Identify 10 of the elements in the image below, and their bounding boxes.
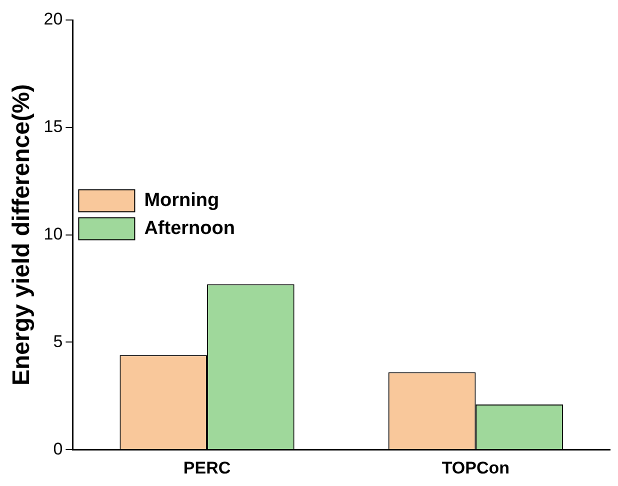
y-tick-label: 20 (44, 10, 63, 29)
x-tick-label: PERC (183, 458, 231, 478)
legend-label: Afternoon (144, 218, 235, 240)
y-tick-label: 0 (53, 439, 63, 458)
y-tick-label: 15 (44, 117, 63, 136)
legend-label: Morning (144, 190, 220, 212)
y-tick-label: 5 (53, 332, 63, 351)
x-tick-label: TOPCon (442, 458, 510, 478)
y-axis-title: Energy yield difference(%) (8, 84, 36, 386)
y-tick-label: 10 (44, 224, 63, 244)
